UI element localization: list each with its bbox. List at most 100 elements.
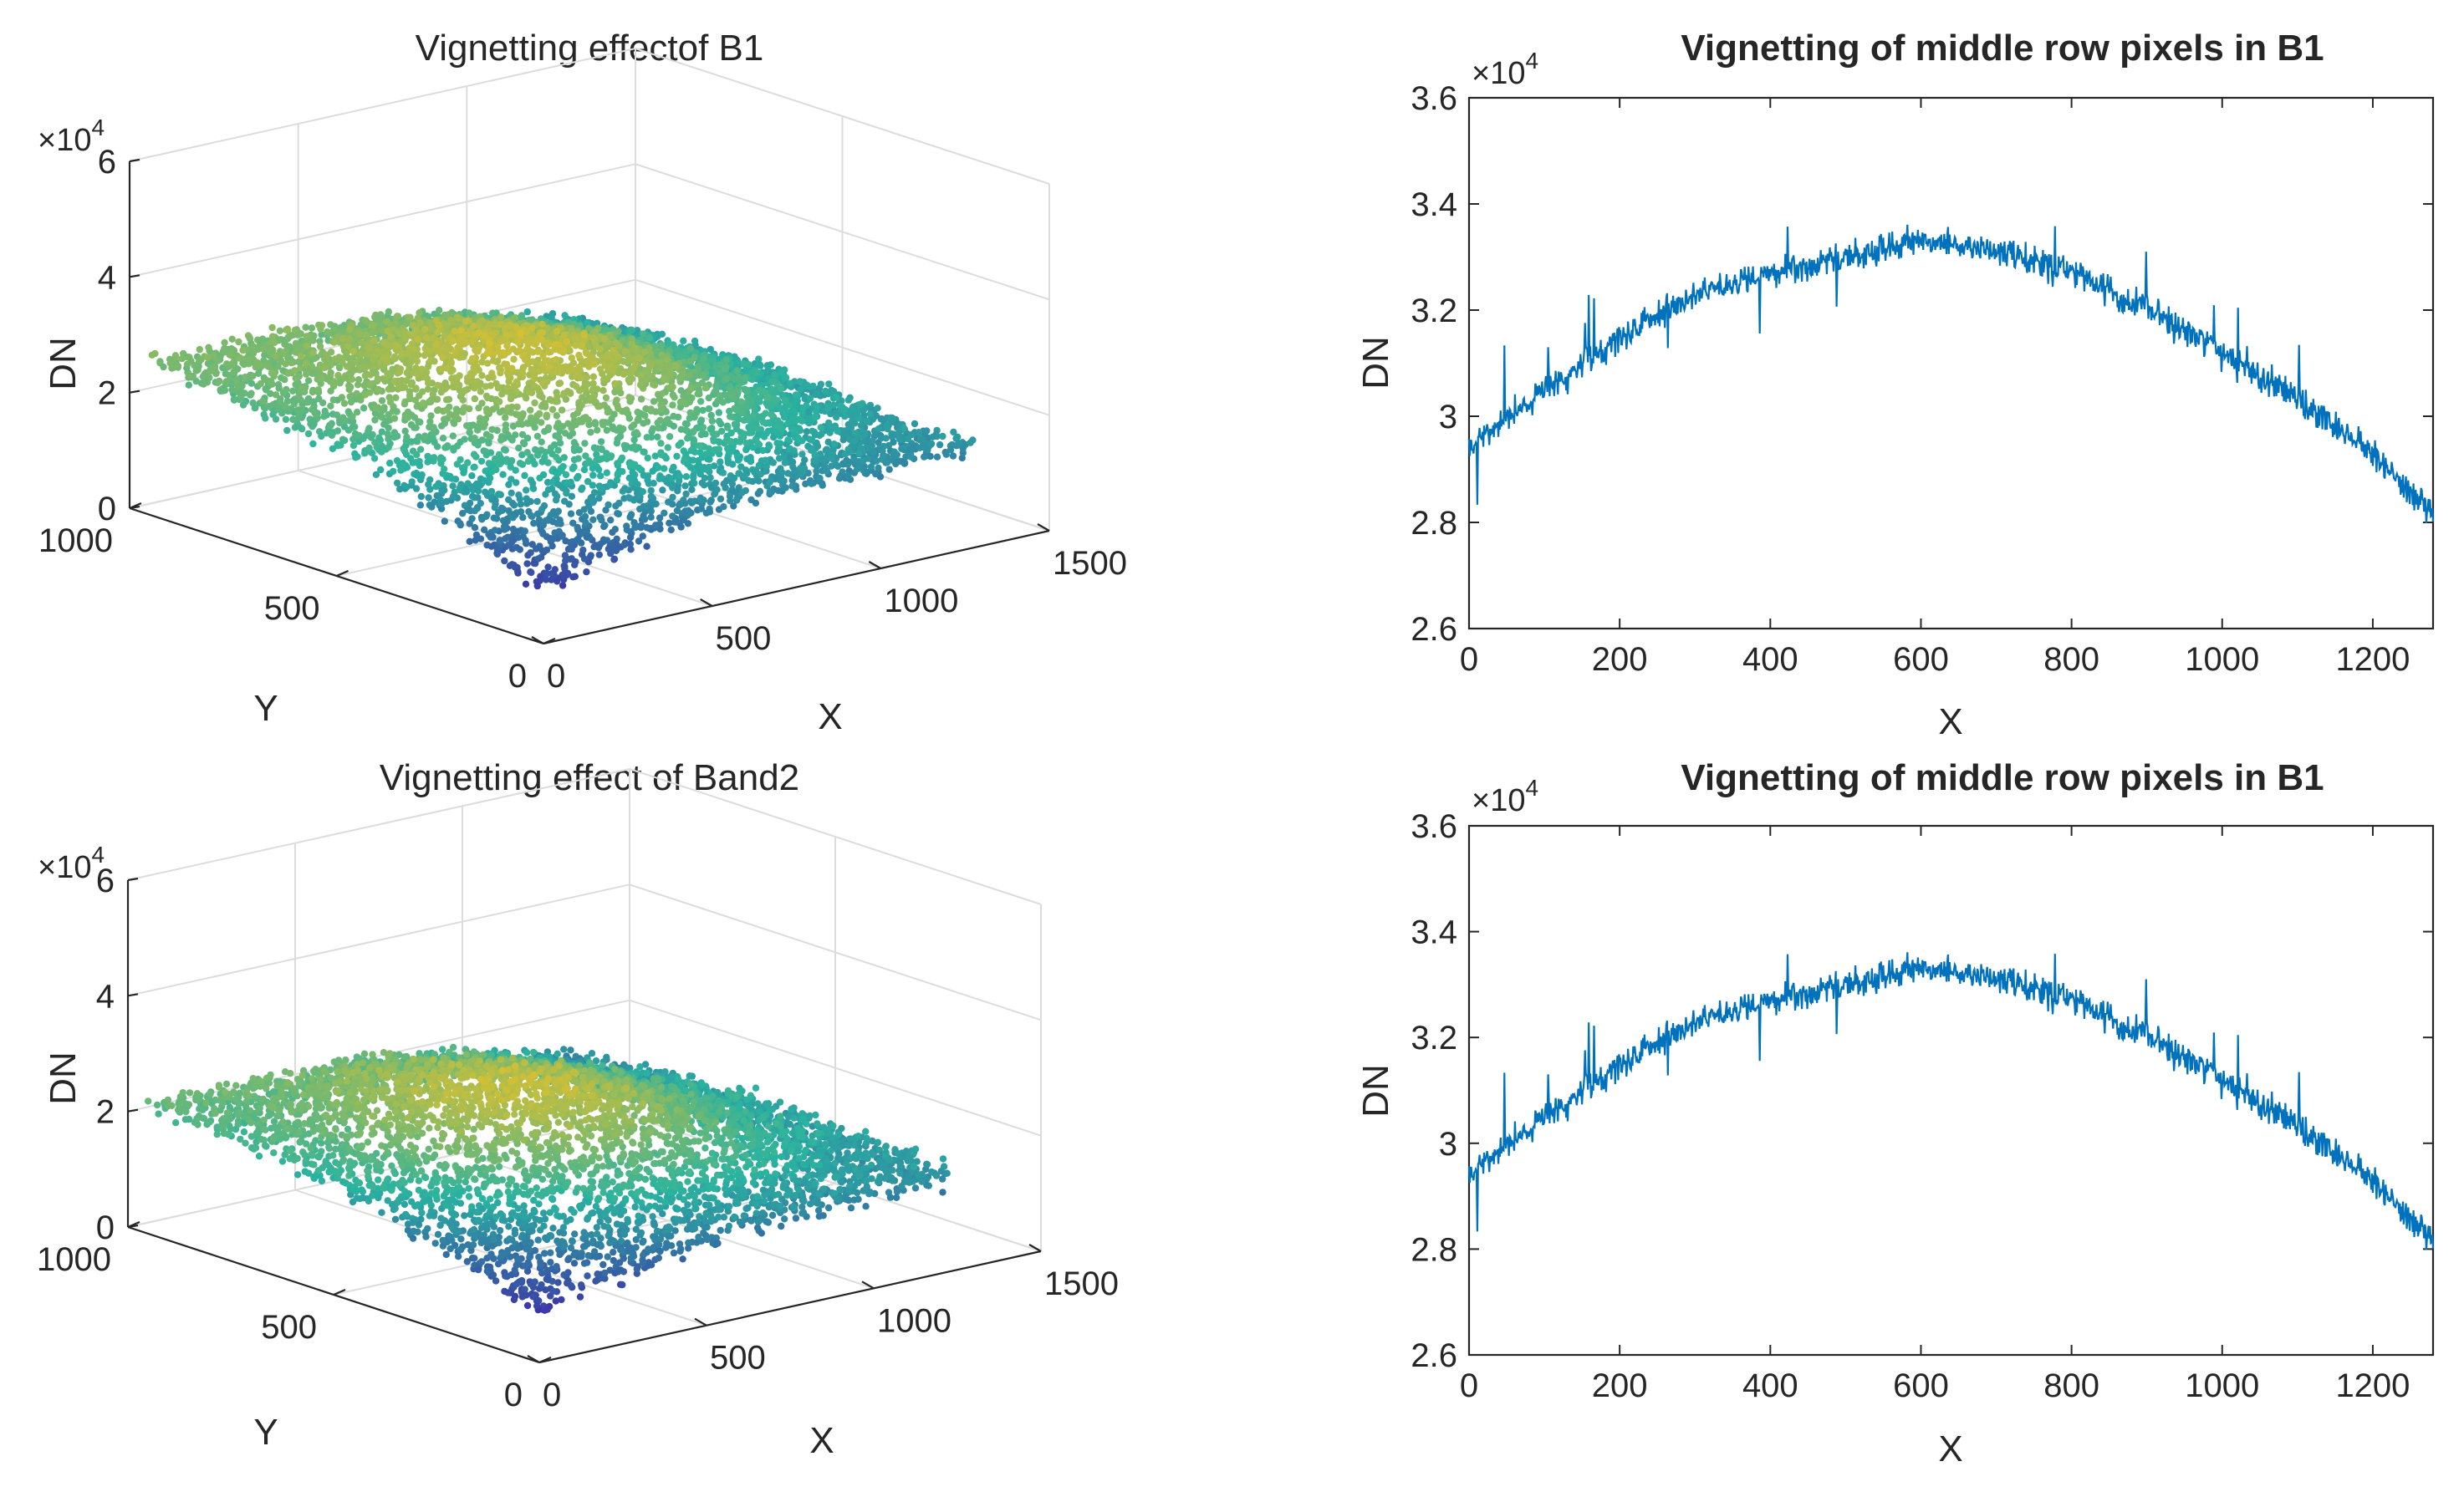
surface-point <box>702 509 710 517</box>
surface-point <box>520 440 528 448</box>
surface-point <box>635 464 643 472</box>
surface-point <box>456 354 463 361</box>
surface-point <box>647 507 655 515</box>
surface-point <box>673 452 681 461</box>
surface-point <box>667 526 675 534</box>
surface-point <box>384 327 391 335</box>
surface-point <box>548 478 556 486</box>
surface-point <box>441 517 448 525</box>
surface-point <box>708 417 716 425</box>
surface-point <box>496 384 503 391</box>
surface-point <box>728 391 736 399</box>
surface-point <box>654 433 661 440</box>
surface-point <box>317 379 324 387</box>
surface-point <box>354 453 361 461</box>
surface-point <box>756 487 764 495</box>
surface-point <box>590 360 598 368</box>
surface-point <box>856 400 865 409</box>
surface-point <box>403 464 411 471</box>
surface-point <box>494 509 502 517</box>
surface-point <box>483 408 491 416</box>
surface-point <box>589 373 597 380</box>
surface-point <box>302 323 309 331</box>
surface-point <box>274 363 282 370</box>
surface-point <box>798 410 806 417</box>
surface-point <box>471 463 478 471</box>
surface-point <box>607 452 615 460</box>
surface-point <box>403 483 411 491</box>
surface-point <box>680 337 687 344</box>
surface-point <box>308 363 316 370</box>
surface-point <box>558 406 566 414</box>
surface-point <box>366 371 375 379</box>
surface-point <box>496 461 503 468</box>
surface-point <box>449 492 457 501</box>
surface-point <box>874 405 881 412</box>
surface-point <box>826 429 834 436</box>
surface-point <box>613 439 621 447</box>
surface-point <box>438 422 446 430</box>
surface-point <box>267 390 274 398</box>
surface-point <box>612 502 620 510</box>
surface-point <box>442 396 451 404</box>
surface-point <box>214 357 222 364</box>
surface-point <box>487 533 495 541</box>
surface-point <box>671 394 678 401</box>
surface-point <box>261 351 268 359</box>
surface-point <box>578 341 585 349</box>
surface-point <box>755 477 763 485</box>
surface-point <box>341 436 349 445</box>
surface-point <box>385 308 392 316</box>
surface-point <box>640 349 649 356</box>
surface-point <box>795 436 803 444</box>
surface-point <box>371 313 379 321</box>
surface-point <box>559 572 568 579</box>
surface-point <box>581 512 589 521</box>
surface-point <box>327 361 334 369</box>
surface-point <box>275 384 283 392</box>
surface-point <box>661 465 668 472</box>
surface-point <box>408 478 416 486</box>
surface-point <box>214 379 222 387</box>
surface-point <box>727 497 734 505</box>
surface-point <box>374 374 382 383</box>
surface-point <box>406 313 414 321</box>
surface-point <box>620 370 628 378</box>
surface-point <box>268 333 277 340</box>
surface-point <box>533 582 541 590</box>
surface-point <box>589 481 597 489</box>
surface-point <box>245 360 253 368</box>
surface-point <box>344 343 352 350</box>
surface-point <box>390 415 399 422</box>
surface-point <box>349 441 358 450</box>
surface-point <box>183 360 191 368</box>
surface-point <box>318 331 325 339</box>
surface-point <box>771 371 778 379</box>
surface-point <box>722 375 730 383</box>
surface-point <box>499 471 507 478</box>
surface-point <box>727 413 734 420</box>
surface-point <box>697 416 706 424</box>
surface-point <box>178 354 186 363</box>
surface-point <box>699 424 707 431</box>
surface-point <box>402 334 410 342</box>
surface-point <box>258 398 267 405</box>
surface-point <box>684 520 692 527</box>
surface-point <box>323 430 330 437</box>
surface-point <box>707 498 714 506</box>
surface-point <box>412 424 420 431</box>
grid-line <box>635 163 1050 301</box>
surface-point <box>701 430 709 438</box>
surface-plot-b1: Vignetting effectof B1 02460500100005001… <box>38 28 1127 737</box>
surface-point <box>559 582 567 589</box>
surface-point <box>610 346 617 354</box>
surface-point <box>291 424 299 431</box>
surface-point <box>711 490 719 497</box>
surface-point <box>271 339 278 347</box>
surface-point <box>601 522 609 529</box>
surface-point <box>392 342 400 349</box>
surface-point <box>523 486 530 494</box>
surface-point <box>492 320 499 328</box>
surface-point <box>404 414 412 421</box>
surface-point <box>512 466 519 474</box>
